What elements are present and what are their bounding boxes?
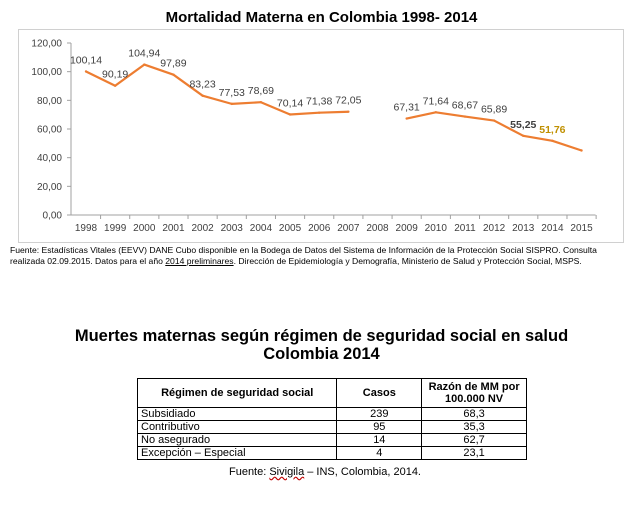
table-row: No asegurado 14 62,7 (136, 433, 527, 447)
series-line (85, 63, 349, 116)
x-tick-label: 2003 (221, 223, 244, 234)
x-tick-label: 2002 (191, 223, 214, 234)
data-label: 67,31 (394, 102, 420, 114)
data-point (318, 111, 321, 114)
table-row: Excepción – Especial 4 23,1 (136, 446, 527, 460)
data-point (84, 70, 88, 73)
y-tick-label: 100,00 (31, 67, 62, 78)
social-security-regime-table: Régimen de seguridad social Casos Razón … (136, 378, 527, 460)
data-label: 77,53 (219, 87, 245, 99)
data-point (230, 102, 233, 106)
maternal-mortality-line-chart: 0,00 20,00 40,00 60,00 80,00 100,00 120,00 1998… (31, 39, 597, 234)
table-title-line-1: Muertes maternas según régimen de seguri… (74, 327, 569, 345)
data-label: 104,94 (128, 48, 160, 60)
data-label: 83,23 (189, 79, 215, 91)
data-point (463, 115, 467, 118)
data-label: 68,67 (452, 100, 478, 112)
header-regime: Régimen de seguridad social (136, 378, 338, 408)
cell-regime: Contributivo (136, 420, 338, 434)
data-label: 97,89 (160, 58, 186, 70)
table-title-line-2: Colombia 2014 (263, 345, 380, 363)
table-row: Contributivo 95 35,3 (136, 420, 527, 434)
cell-cases: 14 (336, 433, 423, 447)
cell-ratio: 68,3 (421, 407, 527, 421)
data-point (172, 73, 175, 76)
y-tick-label: 40,00 (37, 153, 62, 164)
data-label: 72,05 (335, 95, 361, 107)
x-tick-label: 2013 (512, 223, 535, 234)
data-point (434, 111, 437, 114)
cell-regime: Excepción – Especial (136, 446, 338, 460)
data-point (143, 63, 146, 66)
cell-ratio: 35,3 (421, 420, 527, 434)
data-label: 55,25 (510, 119, 536, 131)
y-tick-label: 120,00 (31, 39, 62, 50)
table-source-prefix: Fuente: (228, 466, 270, 478)
data-point (288, 113, 292, 116)
data-label: 70,14 (277, 97, 303, 109)
data-label: 71,64 (423, 95, 449, 107)
data-point (551, 139, 554, 143)
x-tick-label: 1998 (75, 223, 98, 234)
y-tick-label: 0,00 (43, 211, 63, 222)
cell-ratio: 62,7 (421, 433, 527, 447)
chart-source-note: Fuente: Estadísticas Vitales (EEVV) DANE… (10, 245, 620, 267)
y-tick-label: 20,00 (37, 182, 62, 193)
cell-regime: Subsidiado (136, 407, 338, 421)
table-source-sivigila: Sivigila (269, 466, 305, 478)
data-point (580, 149, 583, 152)
cell-ratio: 23,1 (421, 446, 527, 460)
table-source-suffix: – INS, Colombia, 2014. (304, 466, 421, 478)
table-row: Subsidiado 239 68,3 (136, 407, 527, 421)
cell-regime: No asegurado (136, 433, 338, 447)
x-tick-label: 2015 (570, 223, 593, 234)
table-source-note: Fuente: Sivigila – INS, Colombia, 2014. (0, 466, 643, 478)
x-tick-label: 2000 (133, 223, 156, 234)
x-tick-label: 2007 (337, 223, 360, 234)
data-point (522, 134, 525, 138)
x-tick-label: 2005 (279, 223, 302, 234)
table-header-row: Régimen de seguridad social Casos Razón … (136, 378, 527, 408)
x-tick-label: 2014 (541, 223, 564, 234)
data-label: 90,19 (102, 69, 128, 81)
chart-source-text-2: . Dirección de Epidemiología y Demografí… (233, 256, 582, 266)
data-point (347, 110, 350, 113)
x-tick-label: 2009 (396, 223, 419, 234)
data-point (201, 94, 204, 97)
y-tick-label: 60,00 (37, 125, 62, 136)
x-tick-label: 2012 (483, 223, 506, 234)
x-tick-label: 2006 (308, 223, 331, 234)
data-point (259, 101, 263, 104)
x-tick-label: 2004 (250, 223, 273, 234)
x-tick-label: 2008 (366, 223, 389, 234)
x-tick-label: 2010 (425, 223, 448, 234)
x-tick-label: 2011 (454, 223, 476, 234)
header-cases: Casos (336, 378, 423, 408)
header-mm-ratio: Razón de MM por 100.000 NV (421, 378, 527, 408)
chart-title: Mortalidad Materna en Colombia 1998- 201… (165, 9, 478, 26)
x-tick-label: 2001 (162, 223, 185, 234)
data-label: 71,38 (306, 96, 332, 108)
cell-cases: 95 (336, 420, 423, 434)
data-point (405, 117, 408, 120)
chart-source-text-1: Fuente: Estadísticas Vitales (EEVV) DANE… (10, 245, 597, 266)
x-tick-label: 1999 (104, 223, 127, 234)
data-label: 65,89 (481, 104, 507, 116)
chart-frame (18, 29, 624, 243)
data-label: 100,14 (70, 54, 102, 66)
data-point (492, 119, 496, 122)
table-title: Muertes maternas según régimen de seguri… (0, 327, 643, 363)
chart-source-preliminary: 2014 preliminares (165, 256, 234, 266)
data-point (113, 84, 117, 87)
cell-cases: 239 (336, 407, 423, 421)
cell-cases: 4 (336, 446, 423, 460)
data-label: 51,76 (539, 124, 565, 136)
data-label: 78,69 (248, 85, 274, 97)
y-tick-label: 80,00 (37, 96, 62, 107)
